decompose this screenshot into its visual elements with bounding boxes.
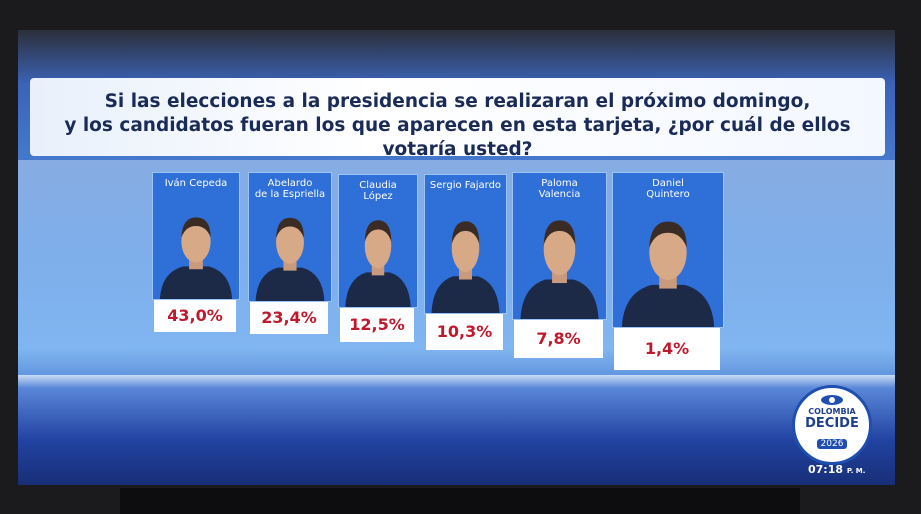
- candidate-name: Paloma Valencia: [538, 178, 581, 200]
- result-label: 43,0%: [154, 300, 236, 332]
- candidate-name: Sergio Fajardo: [429, 180, 502, 191]
- floor: [18, 375, 895, 485]
- candidate-card: Claudia López: [338, 174, 418, 308]
- tv-screen: Si las elecciones a la presidencia se re…: [18, 30, 895, 485]
- result-label: 1,4%: [614, 328, 720, 370]
- logo-year: 2026: [816, 439, 848, 449]
- candidate-photo: [159, 217, 233, 299]
- candidate-photo: [520, 220, 599, 319]
- result-label: 23,4%: [250, 302, 328, 334]
- result-label: 7,8%: [514, 320, 603, 358]
- candidate-name: Iván Cepeda: [164, 178, 228, 189]
- question-line: Si las elecciones a la presidencia se re…: [104, 91, 811, 112]
- logo-text: DECIDE: [805, 416, 859, 431]
- candidate-name: Abelardo de la Espriella: [254, 178, 326, 200]
- question-line: y los candidatos fueran los que aparecen…: [64, 115, 851, 160]
- candidate-card: Paloma Valencia: [512, 172, 607, 320]
- candidate-card: Daniel Quintero: [612, 172, 724, 328]
- clock: 07:18 P. M.: [808, 463, 865, 476]
- candidate-photo: [431, 221, 500, 313]
- candidate-photo: [621, 221, 715, 327]
- candidate-card: Abelardo de la Espriella: [248, 172, 332, 302]
- tv-stand: [120, 488, 800, 514]
- clock-time: 07:18: [808, 463, 844, 476]
- candidate-photo: [345, 220, 411, 307]
- logo-eye: [821, 395, 843, 405]
- result-label: 12,5%: [340, 308, 414, 342]
- question-banner: Si las elecciones a la presidencia se re…: [30, 78, 885, 160]
- candidate-card: Sergio Fajardo: [424, 174, 507, 314]
- result-label: 10,3%: [426, 314, 503, 350]
- logo: COLOMBIA DECIDE 2026: [792, 385, 872, 465]
- clock-period: P. M.: [846, 467, 866, 475]
- candidate-photo: [255, 217, 325, 301]
- logo-text: COLOMBIA: [808, 407, 856, 416]
- candidate-card: Iván Cepeda: [152, 172, 240, 300]
- candidate-name: Daniel Quintero: [646, 178, 690, 200]
- candidate-name: Claudia López: [359, 180, 397, 202]
